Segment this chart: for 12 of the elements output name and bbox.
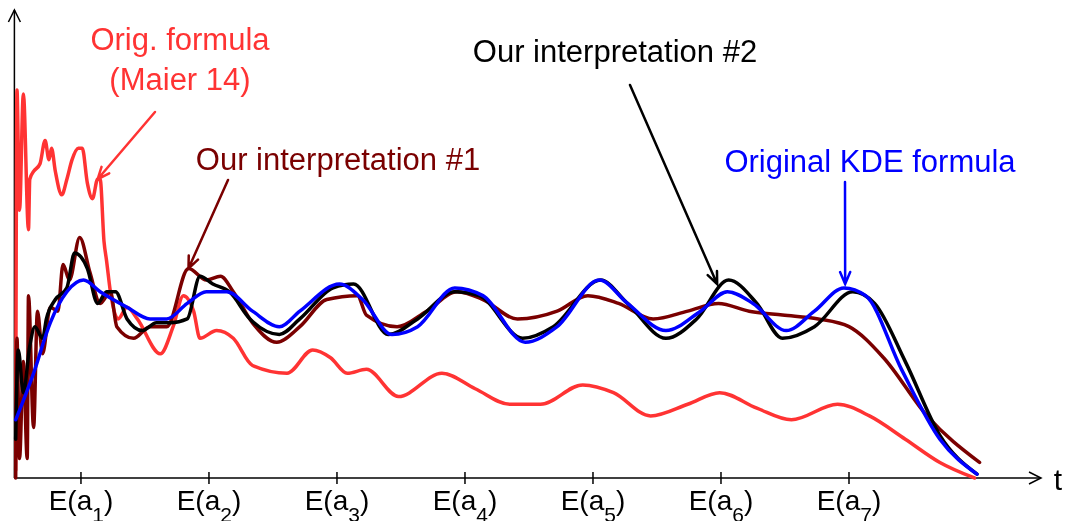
x-tick-label: E(a$_{3}$) (304, 485, 370, 521)
x-tick-label: E(a$_{5}$) (560, 485, 626, 521)
x-axis-title: t (1053, 463, 1063, 496)
annotation: Orig. formula (Maier 14) (90, 22, 271, 97)
x-tick-label: E(a$_{4}$) (432, 485, 498, 521)
annotation: Our interpretation #1 (195, 142, 481, 177)
x-tick-label: E(a$_{1}$) (48, 485, 114, 521)
annotation: Original KDE formula (724, 144, 1017, 179)
x-tick-label: E(a$_{2}$) (176, 485, 242, 521)
x-tick-label: E(a$_{6}$) (688, 485, 754, 521)
x-tick-label: E(a$_{7}$) (816, 485, 882, 521)
annotation: Our interpretation #2 (472, 34, 758, 69)
